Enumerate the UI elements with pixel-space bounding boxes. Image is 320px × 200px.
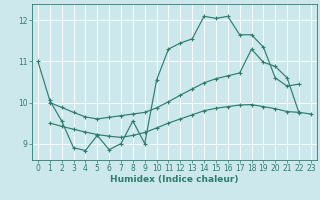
X-axis label: Humidex (Indice chaleur): Humidex (Indice chaleur) — [110, 175, 239, 184]
